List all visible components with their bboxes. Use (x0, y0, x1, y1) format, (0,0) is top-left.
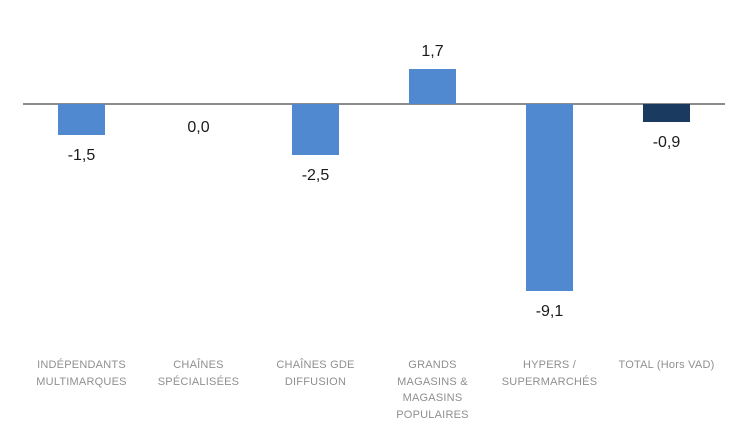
bar (58, 104, 105, 135)
category-label: HYPERS / SUPERMARCHÉS (491, 357, 608, 390)
bar (409, 69, 456, 104)
chart-column: 1,7 GRANDS MAGASINS & MAGASINS POPULAIRES (374, 0, 491, 438)
bar (292, 104, 339, 156)
chart-column: -1,5 INDÉPENDANTS MULTIMARQUES (23, 0, 140, 438)
category-label-line: MAGASINS (402, 392, 463, 404)
bar-value-label: 0,0 (187, 119, 210, 136)
category-label-line: SUPERMARCHÉS (501, 375, 598, 388)
bar (526, 104, 573, 291)
category-label-line: SPÉCIALISÉES (157, 375, 240, 388)
chart-column: -2,5 CHAÎNES GDE DIFFUSION (257, 0, 374, 438)
chart-column: -0,9 TOTAL (Hors VAD) (608, 0, 725, 438)
chart-column: 0,0 CHAÎNES SPÉCIALISÉES (140, 0, 257, 438)
bar-value-label: 1,7 (421, 43, 444, 61)
category-label: TOTAL (Hors VAD) (608, 357, 725, 374)
bar-value-label: -2,5 (301, 167, 330, 185)
bar-value-label: -9,1 (535, 302, 564, 320)
category-label-line: GRANDS (408, 359, 457, 371)
category-label-line: MAGASINS & (397, 375, 468, 388)
category-label: CHAÎNES GDE DIFFUSION (257, 357, 374, 390)
category-label-line: CHAÎNES (173, 359, 224, 371)
category-label-line: POPULAIRES (396, 408, 469, 421)
bar-value-label: -1,5 (67, 146, 96, 164)
category-label: INDÉPENDANTS MULTIMARQUES (23, 357, 140, 390)
category-label-line: HYPERS / (522, 359, 577, 371)
category-label-line: INDÉPENDANTS (37, 359, 126, 371)
category-label: CHAÎNES SPÉCIALISÉES (140, 357, 257, 390)
category-label-line: TOTAL (Hors VAD) (618, 359, 715, 371)
category-label-line: MULTIMARQUES (36, 375, 127, 388)
chart-column: -9,1 HYPERS / SUPERMARCHÉS (491, 0, 608, 438)
bar-value-label: -0,9 (652, 134, 681, 152)
x-axis-zero-line (23, 103, 725, 105)
category-label-line: CHAÎNES GDE (276, 359, 355, 371)
category-label: GRANDS MAGASINS & MAGASINS POPULAIRES (374, 357, 491, 423)
category-label-line: DIFFUSION (284, 375, 347, 388)
bar (643, 104, 690, 123)
